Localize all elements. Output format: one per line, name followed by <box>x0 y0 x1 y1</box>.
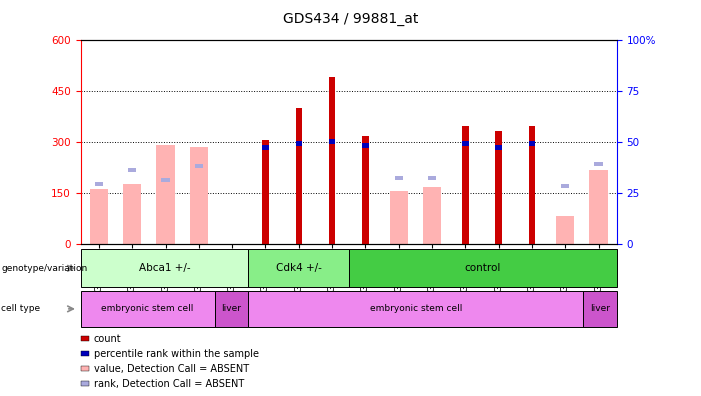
Text: GDS434 / 99881_at: GDS434 / 99881_at <box>283 12 418 26</box>
Bar <box>296 108 302 244</box>
Bar <box>556 216 574 244</box>
Bar <box>128 168 137 172</box>
Bar <box>561 185 569 188</box>
Text: liver: liver <box>222 305 241 313</box>
Bar <box>529 141 535 146</box>
Bar <box>349 249 617 287</box>
Bar <box>156 145 175 244</box>
Bar <box>248 249 349 287</box>
Text: control: control <box>465 263 501 273</box>
Bar <box>190 147 208 244</box>
Bar <box>462 126 468 244</box>
Bar <box>262 145 268 150</box>
Bar <box>496 131 502 244</box>
Bar <box>195 164 203 168</box>
Bar <box>590 170 608 244</box>
Text: rank, Detection Call = ABSENT: rank, Detection Call = ABSENT <box>94 379 244 389</box>
Text: embryonic stem cell: embryonic stem cell <box>102 305 194 313</box>
Bar <box>90 189 108 244</box>
Bar <box>583 291 617 327</box>
Text: Abca1 +/-: Abca1 +/- <box>139 263 190 273</box>
Bar <box>81 249 248 287</box>
Bar <box>296 141 302 146</box>
Text: cell type: cell type <box>1 305 41 313</box>
Bar <box>423 187 441 244</box>
Text: value, Detection Call = ABSENT: value, Detection Call = ABSENT <box>94 364 249 374</box>
Bar <box>262 140 268 244</box>
Text: Cdk4 +/-: Cdk4 +/- <box>275 263 322 273</box>
Bar <box>428 176 436 180</box>
Text: embryonic stem cell: embryonic stem cell <box>369 305 462 313</box>
Text: percentile rank within the sample: percentile rank within the sample <box>94 348 259 359</box>
Bar <box>395 176 403 180</box>
Text: liver: liver <box>590 305 610 313</box>
Bar <box>362 143 369 148</box>
Bar <box>462 141 468 146</box>
Text: count: count <box>94 333 121 344</box>
Bar <box>496 145 502 150</box>
Bar <box>215 291 248 327</box>
Bar <box>329 139 335 144</box>
Bar <box>161 178 170 182</box>
Bar <box>529 126 535 244</box>
Text: genotype/variation: genotype/variation <box>1 264 88 273</box>
Bar <box>362 137 369 244</box>
Bar <box>390 191 408 244</box>
Bar <box>123 184 142 244</box>
Bar <box>81 291 215 327</box>
Bar <box>248 291 583 327</box>
Bar <box>95 182 103 187</box>
Bar <box>329 77 335 244</box>
Bar <box>594 162 603 166</box>
